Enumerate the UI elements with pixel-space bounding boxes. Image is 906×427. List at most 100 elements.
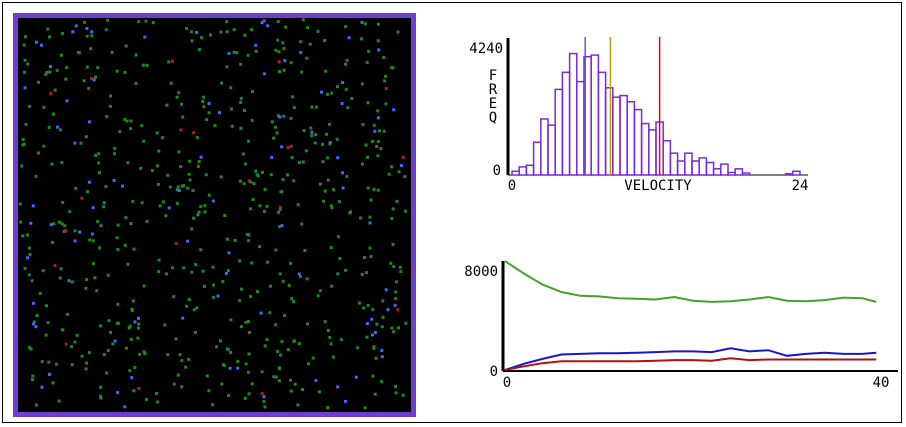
blue-particle [207, 102, 211, 105]
green-particle [339, 338, 343, 342]
green-particle [277, 225, 281, 229]
green-particle [129, 337, 133, 341]
green-particle [31, 374, 35, 378]
green-particle [299, 275, 302, 279]
green-particle [209, 33, 212, 37]
green-particle [272, 375, 276, 379]
green-particle [74, 186, 78, 190]
blue-particle [227, 251, 231, 255]
green-particle [166, 173, 170, 177]
green-particle [279, 353, 283, 357]
green-particle [274, 323, 278, 327]
green-particle [387, 172, 391, 176]
green-particle [32, 320, 36, 324]
green-particle [53, 88, 57, 92]
green-particle [91, 239, 95, 243]
blue-particle [48, 372, 51, 376]
green-particle [59, 53, 63, 57]
histogram-bar [684, 152, 693, 176]
histogram-bar [540, 118, 549, 176]
green-particle [42, 144, 46, 148]
green-particle [229, 318, 233, 322]
green-particle [376, 154, 380, 158]
green-particle [371, 374, 375, 378]
simulation-canvas[interactable] [13, 13, 416, 417]
green-particle [196, 164, 200, 168]
green-particle [289, 116, 293, 120]
blue-particle [399, 164, 403, 167]
green-particle [38, 292, 42, 296]
blue-particle [236, 366, 240, 370]
green-particle [283, 314, 287, 318]
blue-particle [130, 376, 134, 380]
green-particle [252, 182, 256, 186]
green-particle [115, 69, 119, 73]
green-particle [281, 41, 285, 45]
green-particle [123, 71, 127, 74]
green-particle [205, 374, 209, 378]
green-particle [303, 249, 307, 252]
green-particle [205, 118, 209, 122]
green-particle [265, 204, 269, 208]
green-particle [105, 115, 109, 119]
green-particle [73, 340, 77, 344]
green-particle [23, 58, 27, 62]
histogram-y-min-label: 0 [493, 163, 501, 179]
green-particle [129, 127, 133, 131]
blue-particle [328, 141, 332, 145]
green-particle [293, 382, 297, 386]
green-particle [382, 129, 386, 133]
green-particle [348, 211, 352, 215]
green-particle [211, 403, 215, 407]
green-particle [201, 269, 205, 273]
blue-particle [280, 224, 284, 228]
green-particle [108, 104, 112, 108]
green-particle [58, 220, 61, 224]
green-particle [200, 36, 204, 39]
green-particle [46, 27, 50, 31]
green-particle [21, 137, 25, 141]
histogram-y-axis-label-letter: Q [489, 110, 497, 126]
green-particle [176, 373, 180, 377]
green-particle [239, 96, 243, 100]
blue-particle [254, 43, 258, 47]
green-particle [366, 303, 370, 307]
green-particle [280, 340, 284, 344]
red-particle [396, 308, 400, 312]
histogram-bar [604, 87, 614, 176]
green-particle [251, 198, 255, 201]
green-particle [61, 32, 65, 35]
timeplot-series-line [504, 260, 877, 303]
green-particle [229, 350, 233, 354]
green-particle [329, 342, 333, 346]
green-particle [305, 56, 309, 60]
blue-particle [299, 51, 303, 55]
green-particle [327, 122, 331, 126]
green-particle [363, 406, 367, 410]
green-particle [24, 122, 28, 126]
green-particle [219, 175, 223, 179]
green-particle [124, 44, 128, 48]
histogram-bar [576, 80, 585, 176]
blue-particle [49, 65, 52, 69]
green-particle [282, 114, 286, 118]
green-particle [274, 48, 278, 52]
green-particle [321, 160, 325, 164]
green-particle [274, 248, 278, 252]
green-particle [105, 371, 109, 375]
green-particle [238, 179, 242, 183]
green-particle [301, 160, 305, 164]
green-particle [136, 326, 140, 330]
green-particle [245, 232, 249, 236]
blue-particle [341, 186, 345, 190]
green-particle [281, 279, 285, 283]
blue-particle [341, 171, 345, 175]
green-particle [202, 95, 206, 99]
green-particle [306, 26, 310, 29]
histogram-y-max-label: 4240 [469, 41, 503, 57]
blue-particle [377, 48, 381, 52]
blue-particle [32, 301, 35, 305]
